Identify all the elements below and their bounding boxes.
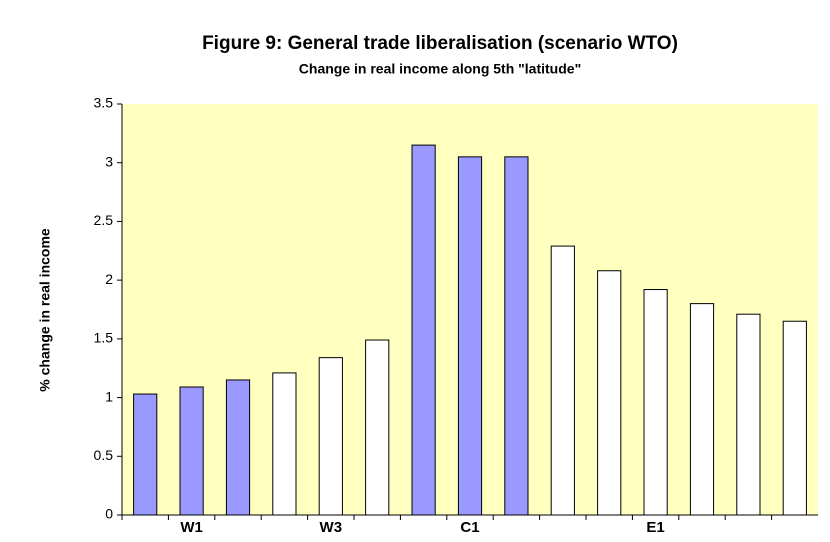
y-tick-label: 2 [105, 271, 113, 287]
bar [782, 320, 807, 516]
y-tick-label: 0.5 [94, 447, 114, 463]
bar [736, 313, 761, 516]
x-tick-label: E1 [646, 519, 664, 536]
y-tick-label: 1.5 [94, 330, 114, 346]
chart-subtitle: Change in real income along 5th "latitud… [299, 61, 581, 77]
chart-title: Figure 9: General trade liberalisation (… [202, 33, 678, 54]
bar [504, 156, 529, 516]
bar [457, 156, 483, 516]
x-tick-label: W3 [320, 519, 343, 536]
bar [179, 386, 204, 516]
y-tick-label: 0 [105, 506, 113, 522]
bar [318, 357, 343, 516]
bar [550, 245, 575, 516]
bar [272, 372, 297, 516]
bar [643, 289, 668, 516]
bar [411, 144, 436, 516]
y-axis-label: % change in real income [37, 228, 53, 392]
y-tick-label: 3.5 [94, 95, 114, 111]
y-tick-label: 3 [105, 153, 113, 169]
bar [225, 379, 251, 516]
bar [597, 270, 622, 516]
y-tick-label: 1 [105, 388, 113, 404]
bar [689, 303, 715, 516]
bar [365, 339, 390, 516]
x-tick-label: W1 [180, 519, 203, 536]
y-tick-label: 2.5 [94, 212, 114, 228]
bar [133, 393, 158, 516]
x-tick-label: C1 [460, 519, 479, 536]
